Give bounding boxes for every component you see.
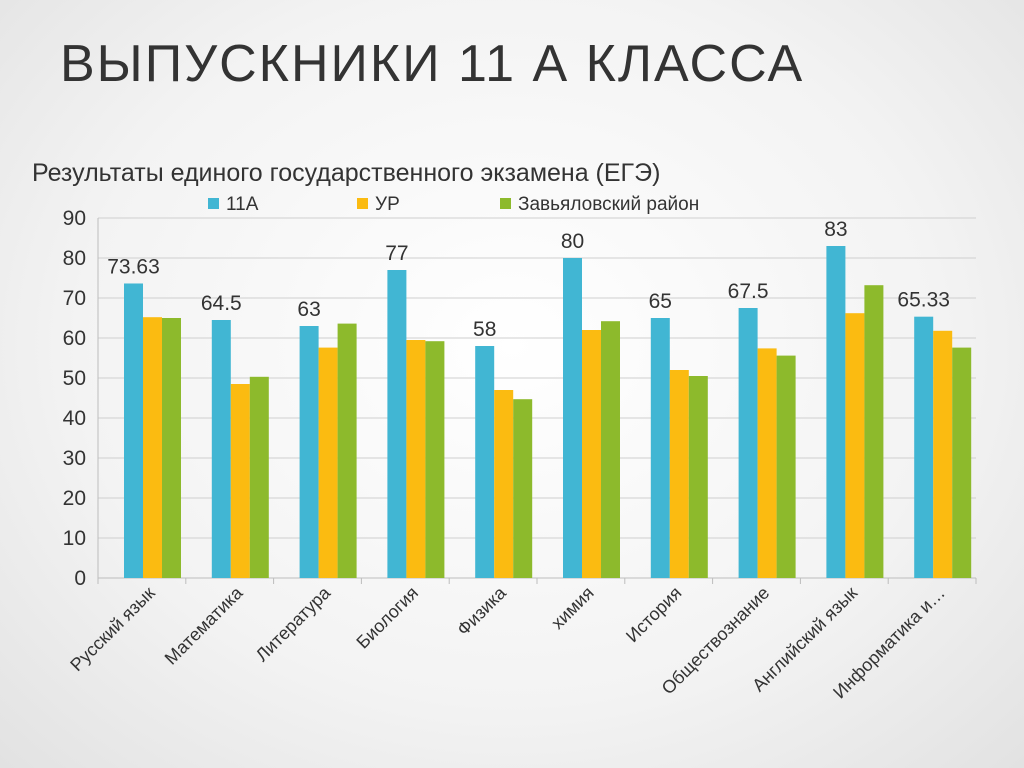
bar — [914, 316, 934, 578]
legend-swatch — [208, 198, 219, 209]
x-axis: Русский язык Математика Литература Биология… — [66, 578, 977, 702]
bar — [318, 347, 338, 578]
bar — [387, 270, 407, 578]
data-label: 77 — [385, 242, 408, 265]
y-tick-label: 90 — [63, 207, 86, 230]
bar — [563, 258, 582, 578]
data-label: 65.33 — [897, 289, 950, 312]
data-label: 58 — [473, 318, 496, 341]
bar — [211, 320, 231, 578]
category-label: История — [622, 583, 686, 647]
bar — [757, 348, 777, 578]
category-label: Литература — [252, 582, 335, 665]
data-label: 67.5 — [728, 280, 769, 303]
data-labels: 73.63 64.5 63 77 58 80 65 67.5 83 65.33 — [107, 218, 950, 341]
bar — [688, 376, 708, 578]
bar-series — [124, 246, 972, 578]
y-tick-label: 70 — [63, 287, 86, 310]
bar — [582, 330, 601, 578]
bar — [406, 340, 426, 578]
y-tick-label: 30 — [63, 447, 86, 470]
category-label: Физика — [453, 582, 511, 640]
y-tick-label: 20 — [63, 487, 86, 510]
y-tick-label: 50 — [63, 367, 86, 390]
legend-label: Завьяловский район — [518, 194, 699, 215]
bar — [513, 399, 533, 578]
bar — [143, 317, 162, 578]
legend-label: УР — [375, 194, 400, 215]
bar — [337, 323, 357, 578]
y-tick-label: 60 — [63, 327, 86, 350]
bar — [475, 346, 495, 578]
data-label: 63 — [297, 298, 320, 321]
bar — [494, 390, 514, 578]
y-tick-label: 80 — [63, 247, 86, 270]
y-tick-label: 10 — [63, 527, 86, 550]
data-label: 80 — [561, 230, 584, 253]
bar — [952, 347, 972, 578]
bar — [826, 246, 846, 578]
bar — [162, 318, 181, 578]
y-tick-label: 40 — [63, 407, 86, 430]
bar — [738, 308, 758, 578]
bar — [124, 283, 143, 578]
bar — [249, 376, 269, 578]
legend-swatch — [357, 198, 368, 209]
bar — [299, 326, 319, 578]
legend-label: 11А — [226, 194, 259, 215]
data-label: 83 — [824, 218, 847, 241]
bar — [933, 330, 953, 578]
bar — [650, 318, 670, 578]
bar — [425, 341, 445, 578]
bar — [776, 355, 796, 578]
data-label: 73.63 — [107, 255, 160, 278]
data-label: 65 — [649, 290, 672, 313]
chart-legend: 11А УР Завьяловский район — [208, 194, 699, 215]
chart-title: Результаты единого государственного экза… — [32, 159, 660, 187]
bar — [864, 285, 884, 578]
category-label: Биология — [352, 583, 422, 653]
legend-swatch — [500, 198, 511, 209]
category-label: Русский язык — [66, 583, 158, 675]
bar — [601, 321, 620, 578]
category-label: Математика — [161, 582, 248, 669]
slide-title: ВЫПУСКНИКИ 11 А КЛАССА — [60, 35, 805, 93]
bar — [845, 313, 865, 578]
data-label: 64.5 — [201, 292, 242, 315]
category-label: химия — [547, 583, 597, 633]
bar — [230, 384, 250, 578]
y-tick-label: 0 — [74, 567, 86, 590]
bar — [669, 370, 689, 578]
